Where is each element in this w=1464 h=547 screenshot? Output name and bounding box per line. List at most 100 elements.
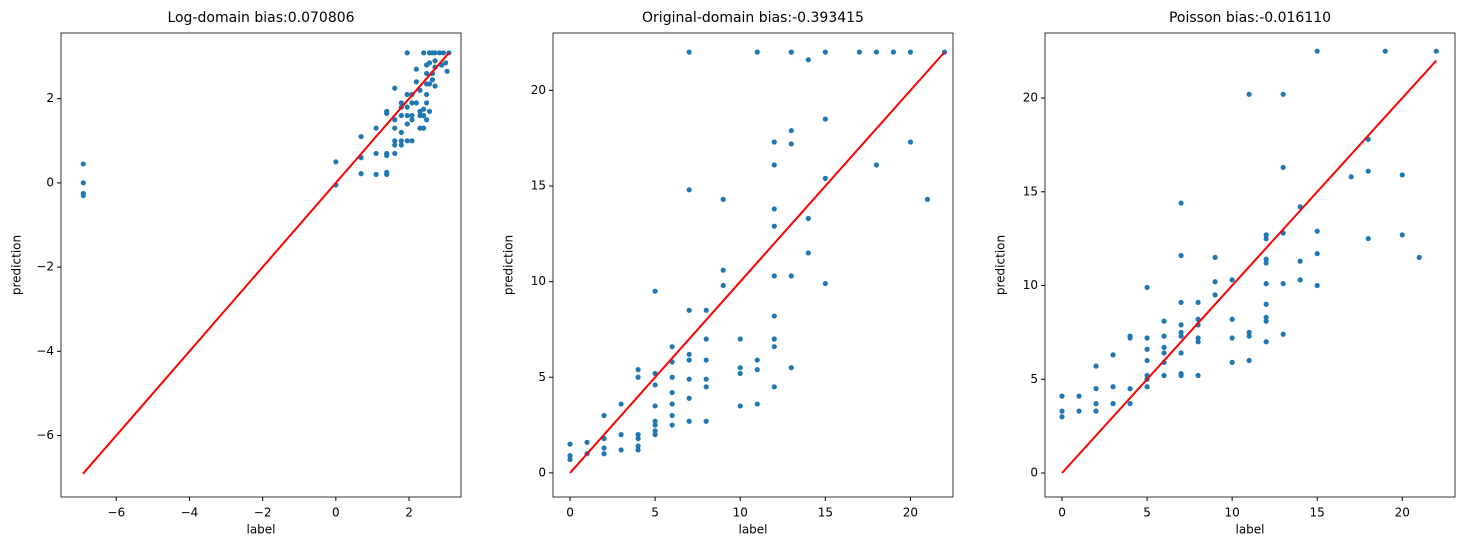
scatter-point — [771, 139, 777, 145]
scatter-point — [686, 49, 692, 55]
scatter-point — [635, 374, 641, 380]
scatter-point — [1246, 91, 1252, 97]
y-tick-label: 20 — [531, 83, 546, 97]
scatter-point — [373, 150, 379, 157]
scatter-point — [771, 162, 777, 168]
scatter-point — [771, 384, 777, 390]
y-tick-label: 0 — [538, 465, 546, 479]
scatter-point — [737, 365, 743, 371]
y-tick-label: 0 — [46, 175, 54, 189]
scatter-point — [392, 150, 398, 157]
scatter-point — [1246, 333, 1252, 339]
scatter-point — [398, 142, 404, 148]
scatter-point — [440, 50, 447, 56]
x-tick-label: −4 — [181, 506, 199, 520]
axes-frame — [1044, 32, 1456, 498]
scatter-point — [1314, 251, 1320, 257]
scatter-point — [423, 117, 430, 123]
scatter-point — [788, 49, 794, 55]
scatter-point — [417, 112, 423, 119]
scatter-point — [392, 138, 398, 144]
scatter-point — [1229, 316, 1235, 322]
scatter-point — [426, 60, 433, 66]
x-tick-label: 15 — [1310, 506, 1325, 520]
scatter-point — [1161, 333, 1167, 339]
scatter-point — [392, 142, 398, 148]
scatter-point — [443, 60, 449, 66]
subplot-title: Log-domain bias:0.070806 — [167, 10, 354, 26]
scatter-point — [1280, 331, 1286, 337]
scatter-point — [1297, 258, 1303, 264]
scatter-point — [1297, 277, 1303, 283]
scatter-point — [788, 365, 794, 371]
scatter-point — [788, 273, 794, 279]
scatter-point — [771, 336, 777, 342]
axes-frame — [552, 32, 954, 498]
scatter-point — [423, 91, 430, 98]
scatter-point — [567, 441, 573, 447]
scatter-point — [1161, 344, 1167, 350]
scatter-point — [1144, 384, 1150, 390]
scatter-point — [80, 180, 86, 186]
scatter-point — [1127, 386, 1133, 392]
scatter-point — [584, 439, 590, 445]
scatter-point — [398, 112, 404, 119]
scatter-point — [1229, 359, 1235, 365]
scatter-point — [1110, 401, 1116, 407]
scatter-point — [1195, 339, 1201, 345]
scatter-point — [1348, 174, 1354, 180]
subplot: Original-domain bias:-0.393415 0 5 10 15 20 0 5… — [502, 10, 954, 537]
scatter-point — [737, 336, 743, 342]
scatter-point — [635, 443, 641, 449]
scatter-point — [426, 81, 433, 87]
scatter-point — [436, 50, 443, 56]
scatter-point — [754, 401, 760, 407]
scatter-point — [754, 367, 760, 373]
identity-line — [1061, 59, 1438, 474]
scatter-point — [771, 313, 777, 319]
scatter-point — [890, 49, 897, 55]
scatter-point — [686, 418, 692, 424]
scatter-point — [907, 139, 914, 145]
scatter-point — [1178, 350, 1184, 356]
scatter-point — [423, 70, 430, 77]
scatter-point — [421, 106, 427, 112]
subplot-title: Original-domain bias:-0.393415 — [642, 10, 864, 26]
scatter-point — [392, 125, 398, 131]
scatter-point — [1178, 371, 1184, 377]
scatter-point — [1161, 350, 1167, 356]
scatter-point — [1246, 329, 1252, 335]
scatter-point — [398, 138, 404, 144]
scatter-point — [1263, 318, 1269, 324]
x-tick-label: −6 — [107, 506, 125, 520]
scatter-point — [652, 432, 658, 438]
subplot: Log-domain bias:0.070806 −6 −4 −2 0 2 −6 −4 −2 0 2… — [10, 10, 462, 537]
scatter-point — [873, 162, 880, 168]
scatter-point — [413, 100, 419, 106]
x-tick-label: 0 — [1058, 506, 1066, 520]
scatter-point — [618, 401, 624, 407]
x-tick-label: 5 — [1143, 506, 1151, 520]
x-axis-label: label — [738, 523, 767, 537]
scatter-point — [1110, 352, 1116, 358]
scatter-point — [1144, 346, 1150, 352]
y-tick-label: −2 — [36, 260, 54, 274]
scatter-point — [907, 49, 914, 55]
scatter-point — [333, 159, 339, 165]
scatter-point — [1110, 384, 1116, 390]
scatter-point — [754, 357, 760, 363]
scatter-point — [686, 307, 692, 313]
scatter-point — [1263, 236, 1269, 242]
scatter-point — [421, 125, 427, 131]
scatter-point — [873, 49, 880, 55]
scatter-point — [423, 100, 430, 106]
scatter-point — [392, 117, 398, 123]
x-tick-label: 20 — [1395, 506, 1410, 520]
scatter-point — [686, 376, 692, 382]
scatter-point — [805, 57, 811, 63]
scatter-point — [404, 138, 410, 144]
y-tick-label: 5 — [1030, 372, 1038, 386]
scatter-point — [703, 384, 709, 390]
scatter-point — [432, 58, 438, 64]
